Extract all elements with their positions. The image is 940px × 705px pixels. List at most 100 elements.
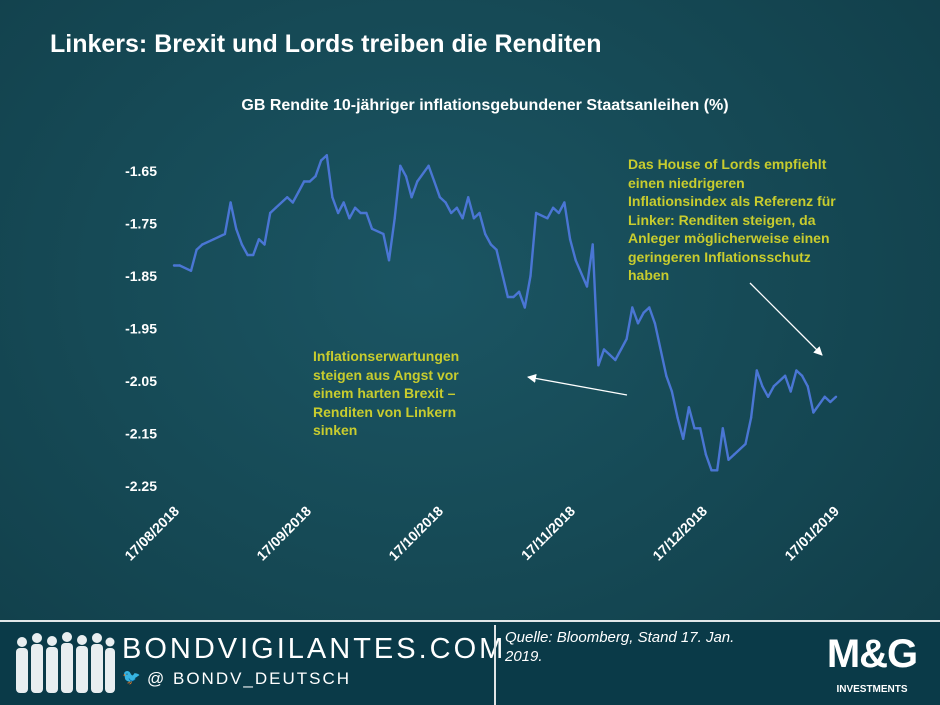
brexit-annotation-arrow	[527, 374, 628, 396]
data-point	[450, 211, 453, 215]
data-point	[308, 180, 311, 183]
data-point	[761, 385, 764, 388]
data-point	[614, 358, 617, 362]
data-point	[772, 385, 775, 388]
footer-divider	[0, 620, 940, 622]
data-point	[682, 437, 685, 440]
data-point	[563, 201, 566, 204]
data-point	[478, 211, 481, 215]
data-point	[438, 196, 442, 199]
data-point	[404, 175, 408, 178]
data-point	[546, 217, 549, 220]
data-point	[806, 385, 809, 388]
lords-annotation-line: Linker: Renditen steigen, da	[628, 211, 816, 228]
brexit-annotation-line: sinken	[313, 422, 358, 438]
twitter-icon: 🐦	[122, 669, 141, 686]
data-point	[733, 453, 736, 456]
data-point	[172, 264, 176, 267]
data-point	[302, 180, 306, 183]
data-point	[710, 469, 713, 472]
lords-annotation-line: Inflationsindex als Referenz für	[628, 193, 836, 209]
data-point	[551, 206, 555, 209]
lords-annotation-line: geringeren Inflationsschutz	[628, 248, 811, 265]
data-point	[585, 285, 589, 288]
data-point	[789, 390, 792, 393]
data-point	[263, 243, 266, 246]
data-point	[670, 390, 674, 393]
data-point	[648, 306, 651, 309]
lords-annotation-line: haben	[628, 267, 670, 283]
data-point	[297, 190, 300, 194]
data-point	[653, 322, 657, 325]
data-point	[591, 243, 594, 246]
data-point	[286, 196, 289, 199]
twitter-handle[interactable]: @ BONDV_DEUTSCH	[147, 669, 352, 688]
data-point	[387, 259, 391, 262]
data-point	[512, 295, 515, 299]
data-point	[749, 416, 753, 419]
lords-annotation: Das House of Lords empfiehlt einen niedr…	[628, 155, 893, 285]
data-point	[795, 369, 798, 372]
data-point	[416, 180, 419, 183]
x-axis: 17/08/2018 17/09/2018 17/10/2018 17/11/2018…	[121, 503, 842, 564]
source-note: Quelle: Bloomberg, Stand 17. Jan. 2019.	[505, 629, 735, 665]
data-point	[223, 232, 227, 236]
x-tick-label: 17/11/2018	[518, 503, 578, 563]
brexit-annotation-line: steigen aus Angst vor	[313, 366, 459, 383]
data-point	[665, 374, 668, 377]
data-point	[359, 211, 362, 215]
data-point	[495, 248, 498, 251]
data-point	[484, 232, 487, 236]
data-point	[399, 164, 402, 167]
logo-text: M&G	[826, 632, 918, 676]
data-point	[602, 348, 606, 351]
data-point	[433, 180, 436, 183]
page-title: Linkers: Brexit und Lords treiben die Re…	[50, 30, 602, 58]
data-point	[325, 154, 328, 157]
data-point	[382, 232, 385, 236]
data-point	[489, 243, 493, 246]
brexit-annotation-line: Inflationserwartungen	[313, 348, 460, 364]
data-point	[642, 311, 645, 314]
footer-separator	[494, 625, 496, 705]
data-point	[274, 206, 277, 209]
y-tick-label: -1.75	[125, 216, 157, 232]
data-point	[195, 248, 198, 251]
data-point	[365, 211, 368, 215]
x-tick-label: 17/01/2019	[781, 503, 842, 564]
data-point	[472, 217, 476, 220]
data-point	[212, 238, 215, 241]
data-point	[348, 217, 351, 220]
data-point	[410, 196, 413, 199]
brexit-annotation-line: Renditen von Linkern	[313, 403, 457, 420]
data-points	[172, 154, 838, 472]
data-point	[568, 238, 572, 241]
data-point	[766, 395, 770, 398]
data-point	[336, 211, 340, 215]
data-point	[461, 217, 464, 220]
data-point	[676, 416, 679, 419]
data-point	[812, 411, 815, 414]
data-point	[252, 253, 255, 257]
data-point	[523, 306, 526, 309]
lords-annotation-line: Das House of Lords empfiehlt	[628, 156, 827, 172]
data-point	[574, 259, 577, 262]
data-point	[178, 264, 181, 267]
data-point	[314, 175, 317, 178]
logo-subtitle: INVESTMENTS	[836, 684, 908, 695]
data-point	[467, 196, 470, 199]
data-point	[834, 395, 838, 398]
data-point	[631, 306, 634, 309]
data-point	[257, 238, 261, 241]
data-point	[331, 196, 334, 199]
x-tick-label: 17/09/2018	[253, 503, 314, 564]
brand-name: BONDVIGILANTES.COM	[122, 633, 507, 665]
data-point	[716, 469, 719, 472]
data-point	[319, 159, 323, 162]
data-point	[636, 322, 640, 325]
y-tick-label: -2.25	[125, 478, 157, 494]
y-tick-label: -1.65	[125, 163, 157, 179]
data-point	[823, 395, 826, 398]
data-point	[240, 243, 244, 246]
